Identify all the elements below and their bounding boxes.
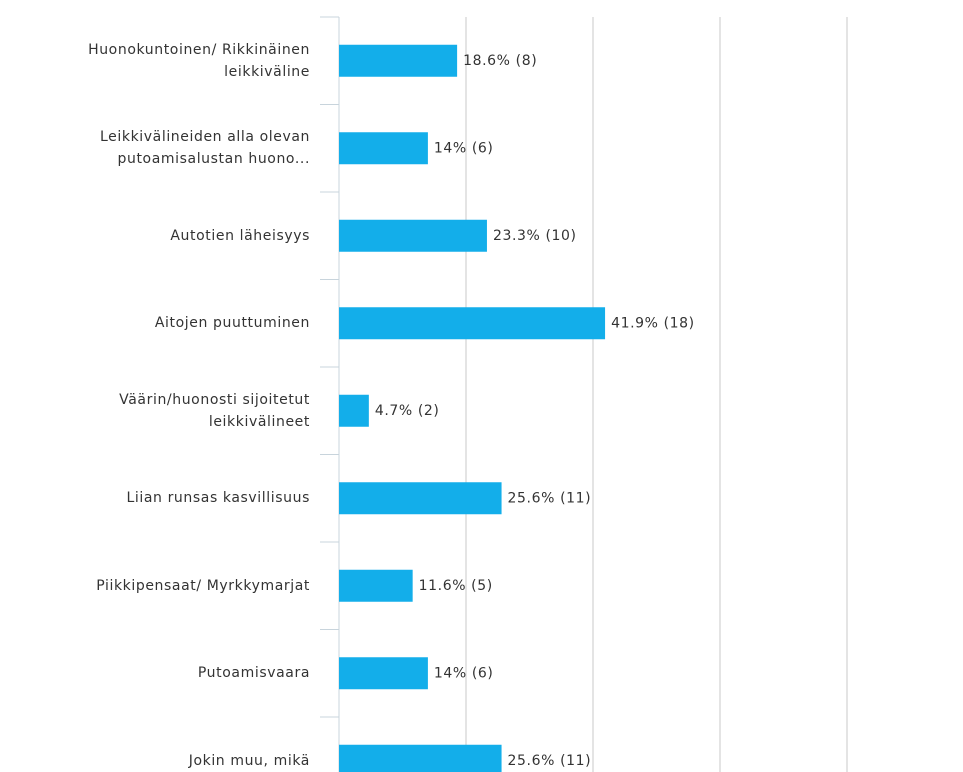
bar [339, 482, 502, 515]
bar [339, 657, 428, 690]
y-tick-label: Aitojen puuttuminen [154, 315, 310, 332]
bar [339, 132, 428, 165]
bar [339, 307, 606, 340]
bar [339, 219, 487, 252]
y-tick-label: Liian runsas kasvillisuus [126, 490, 310, 507]
y-tick-label: Väärin/huonosti sijoitetut leikkivälinee… [119, 391, 310, 430]
y-tick-label: Putoamisvaara [197, 665, 310, 682]
y-tick-label: Jokin muu, mikä [188, 752, 310, 769]
y-tick-label: Autotien läheisyys [170, 227, 310, 244]
y-tick-label: Leikkivälineiden alla olevan putoamisalu… [100, 129, 310, 168]
value-label: 11.6% (5) [419, 578, 493, 594]
y-tick-label: Huonokuntoinen/ Rikkinäinen leikkiväline [88, 41, 310, 80]
bar [339, 394, 369, 427]
value-label: 14% (6) [434, 665, 494, 681]
value-label: 18.6% (8) [463, 53, 537, 69]
value-label: 25.6% (11) [508, 490, 592, 506]
value-label: 41.9% (18) [611, 315, 695, 331]
value-label: 23.3% (10) [493, 228, 577, 244]
value-label: 4.7% (2) [375, 403, 440, 419]
y-tick-label: Piikkipensaat/ Myrkkymarjat [96, 577, 310, 594]
bar [339, 569, 413, 602]
value-label: 14% (6) [434, 140, 494, 156]
bar [339, 744, 502, 772]
bar [339, 44, 458, 77]
value-label: 25.6% (11) [508, 753, 592, 769]
